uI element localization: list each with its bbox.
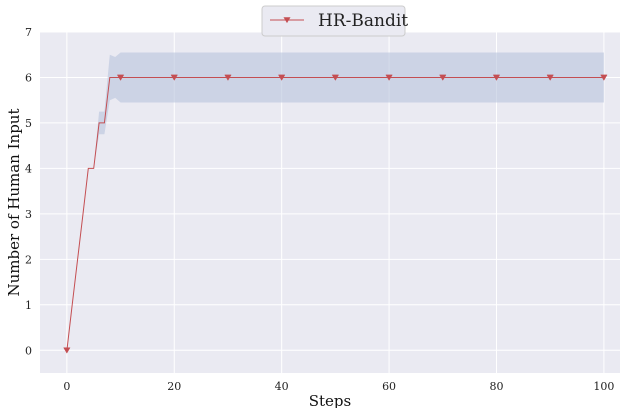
data-point-marker	[546, 74, 554, 81]
series-line-layer	[66, 77, 604, 351]
x-tick-label: 20	[167, 380, 181, 393]
y-tick-label: 5	[25, 117, 32, 130]
data-point-marker	[224, 74, 232, 81]
x-axis-label: Steps	[309, 392, 351, 408]
data-point-marker	[116, 74, 125, 81]
data-point-marker	[600, 74, 608, 81]
confidence-band-area	[66, 52, 604, 351]
x-tick-label: 40	[275, 380, 289, 393]
confidence-band	[66, 52, 604, 351]
x-tick-label: 0	[63, 380, 70, 393]
data-point-marker	[331, 74, 340, 81]
y-tick-label: 3	[25, 208, 32, 221]
y-tick-label: 1	[25, 299, 32, 312]
series-line-hr-bandit	[66, 77, 604, 351]
data-point-marker	[63, 347, 71, 354]
data-point-marker	[278, 74, 286, 81]
x-tick-label: 100	[593, 380, 614, 393]
y-tick-label: 4	[25, 162, 32, 175]
y-tick-label: 2	[25, 253, 32, 266]
x-tick-label: 80	[489, 380, 503, 393]
x-tick-label: 60	[382, 380, 396, 393]
data-point-marker	[170, 74, 178, 81]
legend-marker-swatch	[283, 17, 291, 24]
data-point-marker	[385, 74, 393, 81]
y-tick-label: 0	[25, 344, 32, 357]
data-point-marker	[439, 74, 447, 81]
legend-box	[261, 5, 406, 37]
legend: HR-Bandit	[261, 5, 408, 37]
y-tick-label: 7	[25, 26, 32, 39]
tick-labels: 0 20 40 60 80 100 0 1 2 3 4 5 6 7	[25, 26, 614, 393]
data-point-marker	[492, 74, 501, 81]
series-markers	[63, 74, 608, 354]
y-tick-label: 6	[25, 71, 32, 84]
y-axis-label: Number of Human Input	[5, 109, 23, 297]
legend-label-hr-bandit: HR-Bandit	[318, 11, 408, 31]
